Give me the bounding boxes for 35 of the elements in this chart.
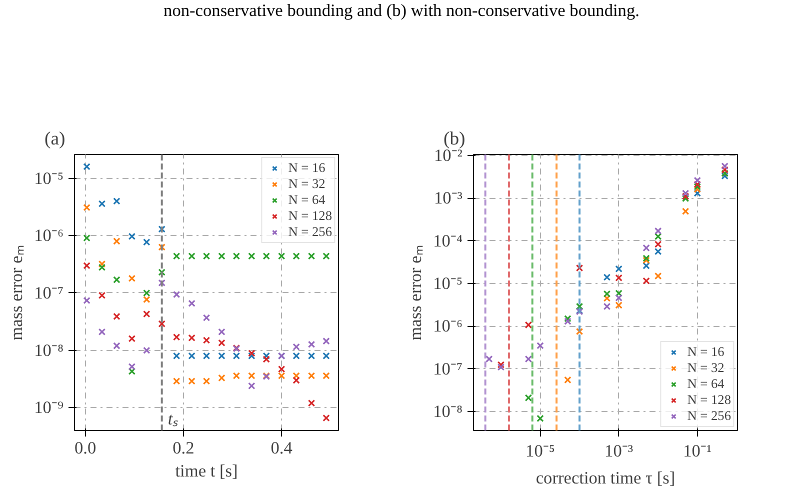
legend-label: N = 64 [288,192,326,208]
y-axis-title: mass error eₘ [7,244,26,340]
y-axis-title: mass error eₘ [406,244,426,340]
text: non-conservative bounding and (b) with non-conservative bounding. [164,1,640,20]
legend-label: N = 64 [687,376,724,392]
y-tick-label: 10⁻⁹ [34,398,64,418]
x-tick-label: 10⁻¹ [683,442,712,460]
x-tick-label: 10⁻³ [604,442,634,460]
legend-label: N = 256 [288,224,332,240]
x-tick-label: 0.0 [74,438,96,458]
y-tick-label: 10⁻⁷ [433,359,463,378]
x-tick-label: 10⁻⁵ [526,442,555,460]
legend-label: N = 16 [687,344,724,360]
legend-label: N = 32 [288,176,326,192]
y-tick-label: 10⁻⁵ [433,274,463,293]
ref-line-label: tₛ [168,410,179,428]
legend-label: N = 256 [687,408,731,424]
y-tick-label: 10⁻⁸ [34,340,64,360]
legend-label: N = 32 [687,360,724,376]
y-tick-label: 10⁻⁵ [34,168,64,188]
x-tick-label: 0.2 [172,438,194,458]
y-tick-label: 10⁻⁸ [433,402,463,422]
y-tick-label: 10⁻³ [434,188,463,208]
x-tick-label: 0.4 [270,438,293,458]
x-axis-title: correction time τ [s] [536,468,676,488]
y-tick-label: 10⁻⁴ [433,231,463,250]
legend-label: N = 16 [288,160,326,176]
y-tick-label: 10⁻⁶ [34,226,64,246]
y-tick-label: 10⁻⁶ [433,316,463,336]
chart-title: (b) [444,128,466,150]
chart-title: (a) [44,128,66,150]
x-axis-title: time t [s] [175,462,238,480]
y-tick-label: 10⁻⁷ [34,283,64,302]
legend-label: N = 128 [687,392,731,408]
legend-label: N = 128 [288,208,332,224]
